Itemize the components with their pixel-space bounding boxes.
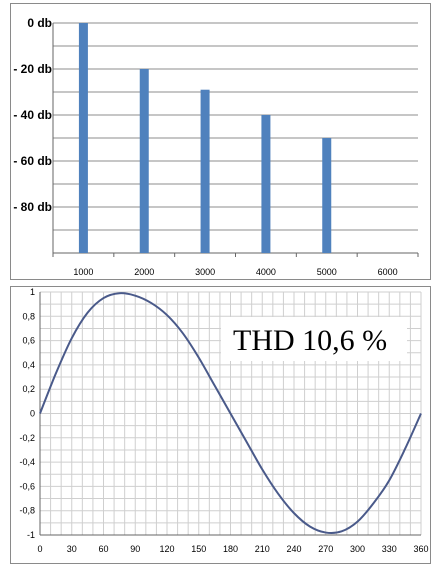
harmonic-spectrum-chart: 0 db - 20 db - 40 db - 60 db - 80 db 1000 2000… bbox=[10, 3, 431, 280]
x-tick-label: 210 bbox=[255, 544, 270, 554]
y-tick-label: - 40 db bbox=[13, 108, 52, 122]
x-tick-label: 60 bbox=[98, 544, 108, 554]
x-tick-label: 360 bbox=[413, 544, 428, 554]
x-tick-label: 2000 bbox=[134, 267, 154, 277]
y-tick-label: - 20 db bbox=[13, 62, 52, 76]
y-tick-label: 0,6 bbox=[22, 336, 35, 346]
bar bbox=[261, 115, 271, 253]
waveform-svg: 10,80,60,40,20-0,2-0,4-0,6-0,8-10 30 60 90 1… bbox=[19, 287, 428, 554]
x-tick-label: 240 bbox=[286, 544, 301, 554]
y-tick-label: 0,2 bbox=[22, 384, 35, 394]
spectrum-svg: 0 db - 20 db - 40 db - 60 db - 80 db 1000 2000… bbox=[13, 16, 419, 277]
x-tick-label: 1000 bbox=[73, 267, 93, 277]
x-tick-label: 4000 bbox=[256, 267, 276, 277]
waveform-line bbox=[39, 292, 422, 535]
y-tick-label: 0,8 bbox=[22, 311, 35, 321]
y-tick-label: -0,8 bbox=[19, 506, 35, 516]
y-tick-label: 0 bbox=[30, 409, 35, 419]
y-tick-label: 0,4 bbox=[22, 360, 35, 370]
x-tick-label: 6000 bbox=[378, 267, 398, 277]
bar bbox=[322, 138, 332, 253]
y-tick-label: 0 db bbox=[27, 16, 52, 30]
x-tick-label: 120 bbox=[159, 544, 174, 554]
y-tick-label: 1 bbox=[30, 287, 35, 297]
x-tick-label: 300 bbox=[350, 544, 365, 554]
y-tick-label: -0,4 bbox=[19, 457, 35, 467]
x-tick-label: 270 bbox=[318, 544, 333, 554]
x-tick-label: 5000 bbox=[317, 267, 337, 277]
bar bbox=[200, 89, 210, 253]
x-tick-label: 180 bbox=[223, 544, 238, 554]
x-tick-label: 3000 bbox=[195, 267, 215, 277]
y-tick-label: -1 bbox=[27, 530, 35, 540]
x-tick-label: 330 bbox=[382, 544, 397, 554]
x-tick-label: 0 bbox=[37, 544, 42, 554]
y-tick-label: - 60 db bbox=[13, 154, 52, 168]
waveform-chart: 1 0,8 0,6 0,4 0,2 0 -0,2 -0,4 -0,6 -0,8 -1 0 30 60 90 1… bbox=[10, 286, 431, 564]
y-tick-label: - 80 db bbox=[13, 200, 52, 214]
y-tick-label: -0,2 bbox=[19, 433, 35, 443]
x-tick-label: 30 bbox=[67, 544, 77, 554]
x-tick-label: 150 bbox=[191, 544, 206, 554]
bar bbox=[139, 69, 149, 253]
bar bbox=[78, 23, 88, 253]
x-tick-label: 90 bbox=[130, 544, 140, 554]
annotation-background bbox=[221, 317, 407, 361]
thd-annotation: THD 10,6 % bbox=[233, 324, 387, 357]
y-tick-label: -0,6 bbox=[19, 481, 35, 491]
